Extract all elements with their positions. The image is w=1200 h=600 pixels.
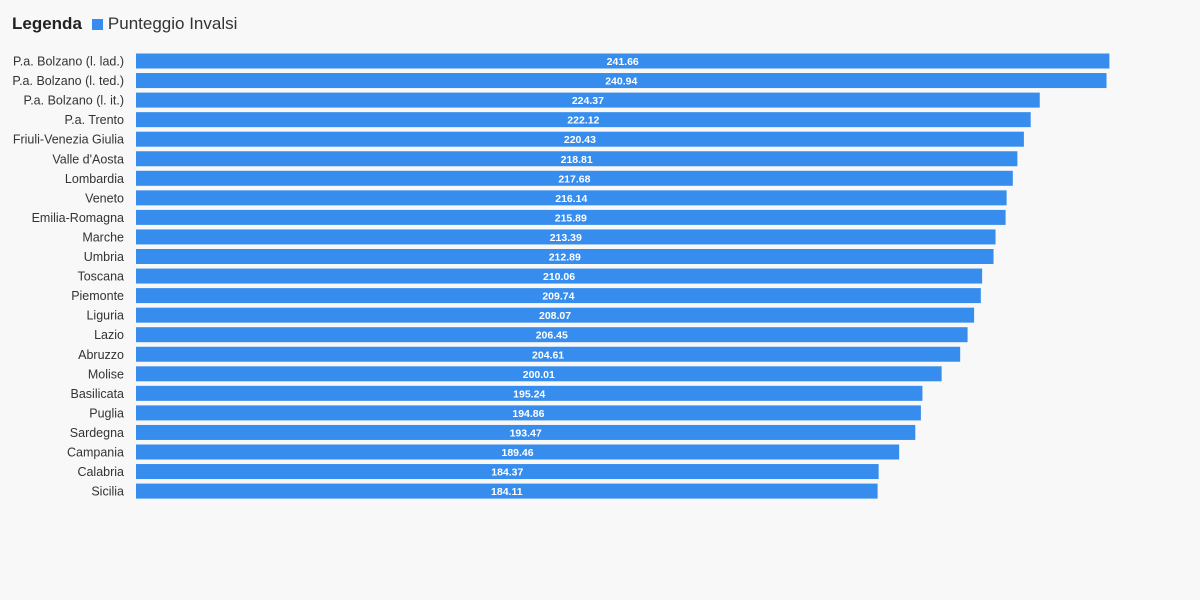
- category-label: Molise: [88, 367, 124, 381]
- bar: [136, 131, 1024, 147]
- bar-value-label: 212.89: [549, 252, 581, 264]
- bar-value-label: 193.47: [510, 427, 542, 439]
- bar-value-label: 208.07: [539, 310, 571, 322]
- bar-value-label: 200.01: [523, 369, 555, 381]
- category-label: Liguria: [86, 309, 124, 323]
- bar: [136, 444, 900, 460]
- bar-value-label: 240.94: [605, 76, 637, 88]
- bar: [136, 464, 879, 480]
- category-label: P.a. Bolzano (l. lad.): [13, 55, 124, 69]
- bar: [136, 170, 1013, 186]
- bar-value-label: 217.68: [558, 173, 590, 185]
- bar-value-label: 213.39: [550, 232, 582, 244]
- bar: [136, 346, 961, 362]
- bar: [136, 405, 921, 421]
- bar-value-label: 224.37: [572, 95, 604, 107]
- category-label: Emilia-Romagna: [32, 211, 124, 225]
- bar-value-label: 195.24: [513, 388, 545, 400]
- category-label: Calabria: [77, 465, 124, 479]
- category-label: P.a. Bolzano (l. ted.): [12, 74, 124, 88]
- bar-value-label: 216.14: [555, 193, 587, 205]
- bar-value-label: 189.46: [502, 447, 534, 459]
- bar: [136, 53, 1110, 69]
- bar: [136, 112, 1031, 128]
- bar-value-label: 184.11: [491, 486, 523, 498]
- bar-value-label: 184.37: [491, 467, 523, 479]
- bar-value-label: 222.12: [567, 115, 599, 127]
- bar-value-label: 194.86: [512, 408, 544, 420]
- category-label: Lombardia: [65, 172, 124, 186]
- category-label: Piemonte: [71, 289, 124, 303]
- category-label: P.a. Bolzano (l. it.): [23, 94, 124, 108]
- category-label: Puglia: [89, 406, 124, 420]
- legend-series-label: Punteggio Invalsi: [107, 14, 238, 33]
- bar: [136, 229, 996, 245]
- legend-swatch: [91, 18, 103, 30]
- bar-value-label: 220.43: [564, 134, 596, 146]
- bar: [136, 307, 975, 323]
- bar: [136, 385, 923, 401]
- bar: [136, 268, 983, 284]
- category-label: Sardegna: [70, 426, 124, 440]
- category-label: Basilicata: [71, 387, 125, 401]
- bar: [136, 424, 916, 440]
- category-label: Toscana: [77, 270, 124, 284]
- bar-value-label: 241.66: [607, 56, 639, 68]
- bar-value-label: 215.89: [555, 212, 587, 224]
- bar: [136, 151, 1018, 167]
- bar: [136, 288, 981, 304]
- bar: [136, 92, 1040, 108]
- category-label: Lazio: [94, 328, 124, 342]
- bar-value-label: 204.61: [532, 349, 564, 361]
- category-label: Veneto: [85, 191, 124, 205]
- bar: [136, 483, 878, 499]
- bar: [136, 209, 1006, 225]
- bar-value-label: 206.45: [536, 330, 568, 342]
- category-label: Marche: [82, 230, 124, 244]
- category-label: Abruzzo: [78, 348, 124, 362]
- bar: [136, 327, 968, 343]
- bar-value-label: 218.81: [561, 154, 593, 166]
- bar: [136, 190, 1007, 206]
- bar-value-label: 210.06: [543, 271, 575, 283]
- bar: [136, 249, 994, 264]
- bar-value-label: 209.74: [542, 291, 574, 303]
- bar: [136, 366, 942, 382]
- category-label: Umbria: [84, 250, 124, 264]
- category-label: P.a. Trento: [64, 113, 124, 127]
- category-label: Valle d'Aosta: [52, 152, 124, 166]
- category-label: Friuli-Venezia Giulia: [13, 133, 124, 147]
- legend: Legenda Punteggio Invalsi: [12, 12, 237, 36]
- bar: [136, 73, 1107, 89]
- legend-title: Legenda: [12, 14, 82, 33]
- category-label: Sicilia: [91, 485, 124, 499]
- category-label: Campania: [67, 446, 124, 460]
